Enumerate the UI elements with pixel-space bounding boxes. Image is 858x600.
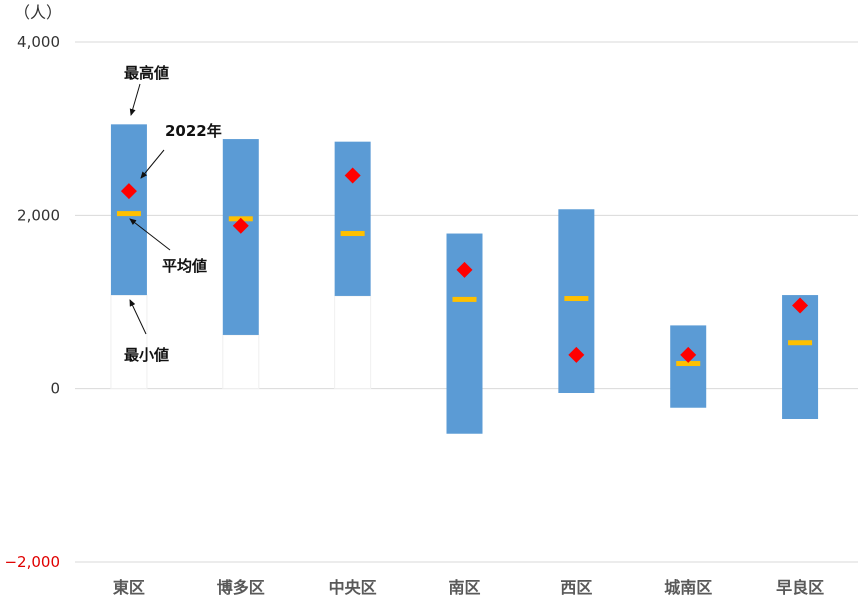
year-2022-marker bbox=[120, 183, 137, 200]
year-2022-marker bbox=[344, 167, 361, 184]
average-marker bbox=[676, 361, 701, 367]
range-bar bbox=[110, 124, 147, 296]
range-bar bbox=[334, 141, 371, 296]
average-marker bbox=[564, 296, 589, 302]
annotation-avg-arrow bbox=[129, 218, 171, 251]
annotation-max-arrow bbox=[129, 83, 141, 116]
category-label: 南区 bbox=[448, 578, 480, 597]
annotation-min-label: 最小値 bbox=[124, 346, 169, 364]
category-label: 城南区 bbox=[664, 578, 712, 597]
annotations-layer: 最高値 2022年 平均値 最小値 bbox=[124, 64, 222, 364]
year-2022-marker bbox=[680, 346, 697, 363]
year-2022-marker bbox=[232, 217, 249, 234]
y-tick-label: −2,000 bbox=[4, 553, 60, 571]
bars-layer bbox=[110, 124, 819, 434]
annotation-avg-label: 平均値 bbox=[162, 257, 207, 275]
bar-base-outline bbox=[222, 334, 260, 390]
y-tick-label: 2,000 bbox=[17, 206, 60, 224]
bar-base-outline bbox=[110, 294, 148, 390]
year-2022-marker bbox=[568, 346, 585, 363]
average-marker bbox=[788, 340, 813, 346]
average-marker bbox=[340, 231, 365, 237]
annotation-min-arrow bbox=[129, 299, 147, 335]
category-label: 早良区 bbox=[776, 578, 824, 597]
year-2022-marker bbox=[456, 261, 473, 278]
range-bar bbox=[222, 139, 259, 335]
annotation-year-arrow bbox=[140, 149, 165, 179]
y-axis-unit-label: （人） bbox=[14, 3, 62, 22]
category-labels: 東区 博多区 中央区 南区 西区 城南区 早良区 bbox=[113, 578, 824, 597]
category-label: 西区 bbox=[560, 578, 592, 597]
average-marker bbox=[452, 296, 477, 302]
bar-base-outline bbox=[334, 295, 372, 390]
range-bar bbox=[558, 209, 595, 393]
range-bar bbox=[670, 325, 707, 408]
category-label: 博多区 bbox=[217, 578, 265, 597]
range-bar bbox=[782, 295, 819, 419]
average-marker bbox=[116, 211, 141, 217]
year-2022-marker bbox=[792, 297, 809, 314]
category-label: 東区 bbox=[113, 578, 145, 597]
y-tick-label: 4,000 bbox=[17, 33, 60, 51]
category-label: 中央区 bbox=[329, 578, 377, 597]
annotation-max-label: 最高値 bbox=[124, 64, 169, 82]
annotation-year-label: 2022年 bbox=[165, 122, 222, 140]
y-tick-label: 0 bbox=[50, 380, 60, 398]
y-axis-ticks: 4,000 2,000 0 −2,000 bbox=[4, 33, 60, 571]
